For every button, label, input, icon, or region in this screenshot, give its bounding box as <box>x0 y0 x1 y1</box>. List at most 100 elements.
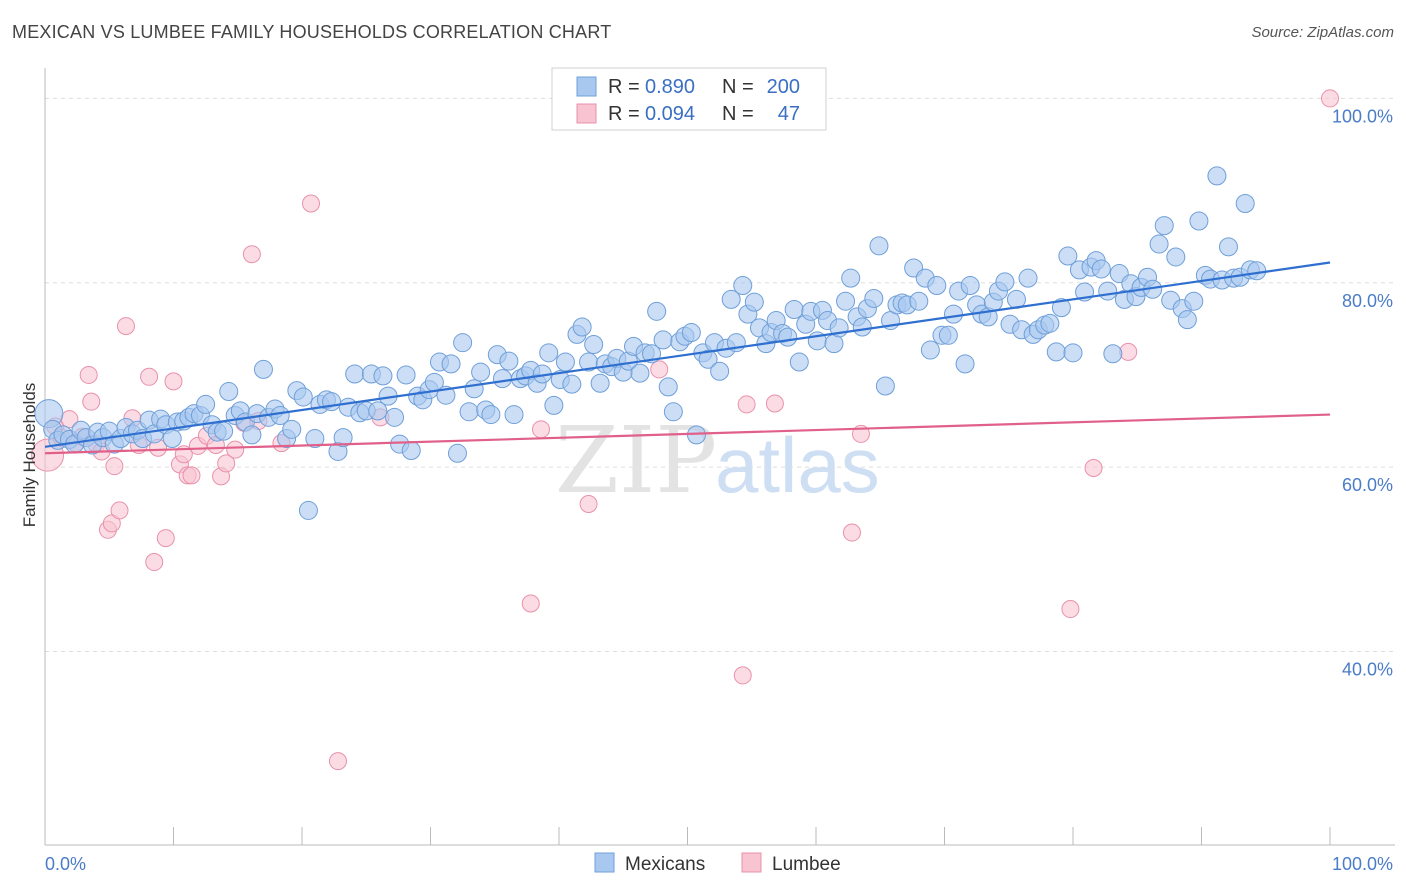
mexicans-point <box>955 354 975 374</box>
legend-r-value-1: 0.890 <box>645 76 695 98</box>
lumbee-point <box>532 420 551 439</box>
mexicans-point <box>162 429 182 449</box>
mexicans-point <box>841 268 861 288</box>
mexicans-points <box>34 166 1267 520</box>
mexicans-trend-line <box>44 261 1331 448</box>
mexicans-point <box>504 405 524 425</box>
mexicans-point <box>453 333 473 353</box>
mexicans-point <box>447 443 467 463</box>
lumbee-point <box>737 395 756 414</box>
mexicans-point <box>544 395 564 415</box>
watermark: ZIP atlas <box>555 407 880 514</box>
mexicans-point <box>368 401 388 421</box>
legend-n-value-2: 47 <box>778 103 800 125</box>
lumbee-point <box>164 372 183 391</box>
mexicans-point <box>784 300 804 319</box>
mexicans-point <box>459 402 479 422</box>
mexicans-point <box>373 366 393 386</box>
mexicans-point <box>441 354 461 374</box>
mexicans-point <box>1149 234 1169 254</box>
lumbee-point <box>521 594 540 613</box>
mexicans-point <box>630 363 650 383</box>
mexicans-point <box>864 288 884 308</box>
mexicans-point <box>464 379 484 399</box>
tick-labels: 40.0% 60.0% 80.0% 100.0% 0.0% 100.0% <box>45 106 1393 874</box>
lumbee-point <box>1084 459 1103 478</box>
mexicans-point <box>681 323 701 343</box>
lumbee-point <box>217 454 236 473</box>
lumbee-point <box>105 457 124 476</box>
series-swatch-lumbee <box>741 852 762 873</box>
mexicans-point <box>852 317 872 337</box>
mexicans-point <box>698 349 718 369</box>
mexicans-point <box>789 352 809 372</box>
lumbee-point <box>82 392 101 411</box>
mexicans-point <box>1166 247 1186 267</box>
mexicans-point <box>345 364 365 384</box>
mexicans-point <box>647 301 667 321</box>
source-label: Source: ZipAtlas.com <box>1251 24 1394 41</box>
lumbee-point <box>156 529 175 548</box>
mexicans-point <box>219 382 239 402</box>
x-tick-label-max: 100.0% <box>1332 854 1393 874</box>
lumbee-point <box>301 194 320 213</box>
legend-r-label-1: R = <box>608 76 645 98</box>
lumbee-point <box>765 394 784 413</box>
lumbee-point <box>182 466 201 485</box>
mexicans-point <box>481 405 501 425</box>
mexicans-point <box>836 291 856 311</box>
y-tick-label: 100.0% <box>1332 106 1393 126</box>
watermark-zip: ZIP <box>555 407 717 514</box>
mexicans-point <box>909 291 929 311</box>
trend-lines <box>44 261 1331 455</box>
mexicans-point <box>333 428 353 448</box>
mexicans-point <box>1091 259 1111 279</box>
lumbee-point <box>110 501 129 520</box>
mexicans-point <box>572 317 592 337</box>
mexicans-point <box>658 377 678 397</box>
mexicans-point <box>938 325 958 345</box>
mexicans-point <box>242 425 262 445</box>
y-tick-label: 80.0% <box>1342 291 1393 311</box>
mexicans-point <box>196 394 216 414</box>
mexicans-point <box>396 365 416 385</box>
lumbee-point <box>1061 600 1080 619</box>
mexicans-point <box>960 276 980 296</box>
mexicans-point <box>539 343 559 363</box>
mexicans-point <box>1063 343 1083 363</box>
mexicans-point <box>1247 261 1267 281</box>
mexicans-point <box>214 421 234 441</box>
lumbee-point <box>328 752 347 771</box>
lumbee-point <box>140 367 159 386</box>
mexicans-point <box>555 352 575 372</box>
y-tick-label: 40.0% <box>1342 659 1393 679</box>
mexicans-point <box>385 407 405 427</box>
mexicans-point <box>920 340 940 360</box>
mexicans-point <box>1040 313 1060 333</box>
lumbee-point <box>842 523 861 542</box>
mexicans-point <box>995 272 1015 292</box>
mexicans-point <box>1177 310 1197 330</box>
lumbee-point <box>226 440 245 459</box>
mexicans-point <box>1046 342 1066 362</box>
mexicans-point <box>875 376 895 396</box>
mexicans-point <box>562 374 582 394</box>
mexicans-point <box>943 304 963 324</box>
legend-r-value-2: 0.094 <box>645 103 695 125</box>
lumbee-point <box>650 360 669 379</box>
mexicans-point <box>1103 344 1123 364</box>
lumbee-point <box>1119 342 1138 361</box>
mexicans-point <box>584 335 604 355</box>
mexicans-point <box>778 327 798 347</box>
mexicans-point <box>1189 211 1209 231</box>
lumbee-point <box>242 245 261 264</box>
mexicans-point <box>1058 246 1078 266</box>
mexicans-point <box>590 373 610 393</box>
mexicans-point <box>1018 268 1038 288</box>
lumbee-trend-line <box>44 413 1331 455</box>
mexicans-point <box>653 330 673 350</box>
mexicans-point <box>471 362 491 382</box>
mexicans-point <box>298 500 318 520</box>
mexicans-point <box>1218 237 1238 257</box>
mexicans-point <box>492 369 512 389</box>
